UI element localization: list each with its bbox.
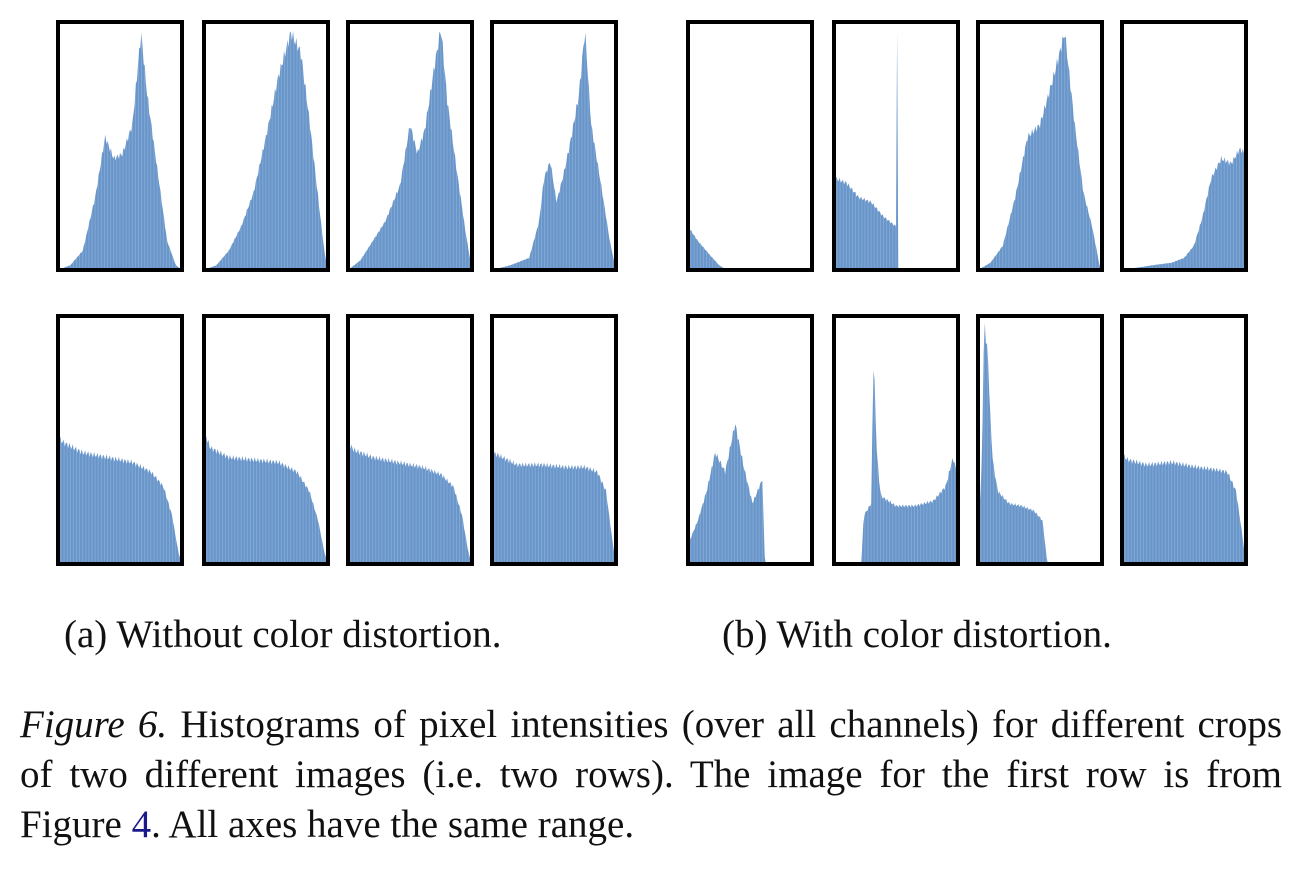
histogram-bars <box>1122 454 1246 564</box>
histogram-bars <box>688 225 812 270</box>
axes-frame <box>1120 314 1248 566</box>
histogram-a-1-3 <box>346 20 474 272</box>
histogram-b-1-3 <box>976 20 1104 272</box>
axes-frame <box>202 20 330 272</box>
histogram-a-2-2 <box>202 314 330 566</box>
histogram-b-2-3 <box>976 314 1104 566</box>
axes-frame <box>346 314 474 566</box>
histogram-bars <box>58 32 182 270</box>
histogram-figure <box>56 20 1248 566</box>
axes-frame <box>976 20 1104 272</box>
histogram-bars <box>834 370 958 564</box>
axes-frame <box>490 20 618 272</box>
caption-figure-reference-link[interactable]: 4 <box>131 803 152 846</box>
histogram-a-1-1 <box>56 20 184 272</box>
histogram-bars <box>492 32 616 271</box>
histogram-a-2-3 <box>346 314 474 566</box>
histogram-bars <box>834 30 958 271</box>
axes-frame <box>490 314 618 566</box>
histogram-b-1-2 <box>832 20 960 272</box>
caption-text-1: Histograms of pixel intensities (over al… <box>20 703 1282 846</box>
axes-frame <box>832 20 960 272</box>
histogram-a-1-4 <box>490 20 618 272</box>
histogram-bars <box>204 31 328 270</box>
histogram-b-1-1 <box>686 20 814 272</box>
histogram-b-2-1 <box>686 314 814 566</box>
subcaption-b: (b) With color distortion. <box>722 613 1112 656</box>
axes-frame <box>976 314 1104 566</box>
caption-label: Figure 6. <box>20 703 168 746</box>
histogram-a-2-4 <box>490 314 618 566</box>
histogram-a-2-1 <box>56 314 184 566</box>
axes-frame <box>686 20 814 272</box>
axes-frame <box>56 314 184 566</box>
histogram-bars <box>978 36 1102 271</box>
axes-frame <box>346 20 474 272</box>
histogram-b-1-4 <box>1120 20 1248 272</box>
histogram-bars <box>492 449 616 564</box>
axes-frame <box>686 314 814 566</box>
histogram-bars <box>348 442 472 564</box>
histogram-bars <box>1122 147 1246 270</box>
axes-frame <box>202 314 330 566</box>
histogram-b-2-2 <box>832 314 960 566</box>
histogram-bars <box>978 322 1102 564</box>
histogram-b-2-4 <box>1120 314 1248 566</box>
histogram-bars <box>348 31 472 270</box>
axes-frame <box>56 20 184 272</box>
figure-caption: Figure 6. Histograms of pixel intensitie… <box>20 700 1282 850</box>
subcaption-a: (a) Without color distortion. <box>64 613 502 656</box>
histogram-bars <box>58 436 182 564</box>
axes-frame <box>1120 20 1248 272</box>
axes-frame <box>832 314 960 566</box>
histogram-a-1-2 <box>202 20 330 272</box>
histogram-bars <box>688 424 812 564</box>
caption-text-2: . All axes have the same range. <box>151 803 635 846</box>
histogram-bars <box>204 431 328 564</box>
